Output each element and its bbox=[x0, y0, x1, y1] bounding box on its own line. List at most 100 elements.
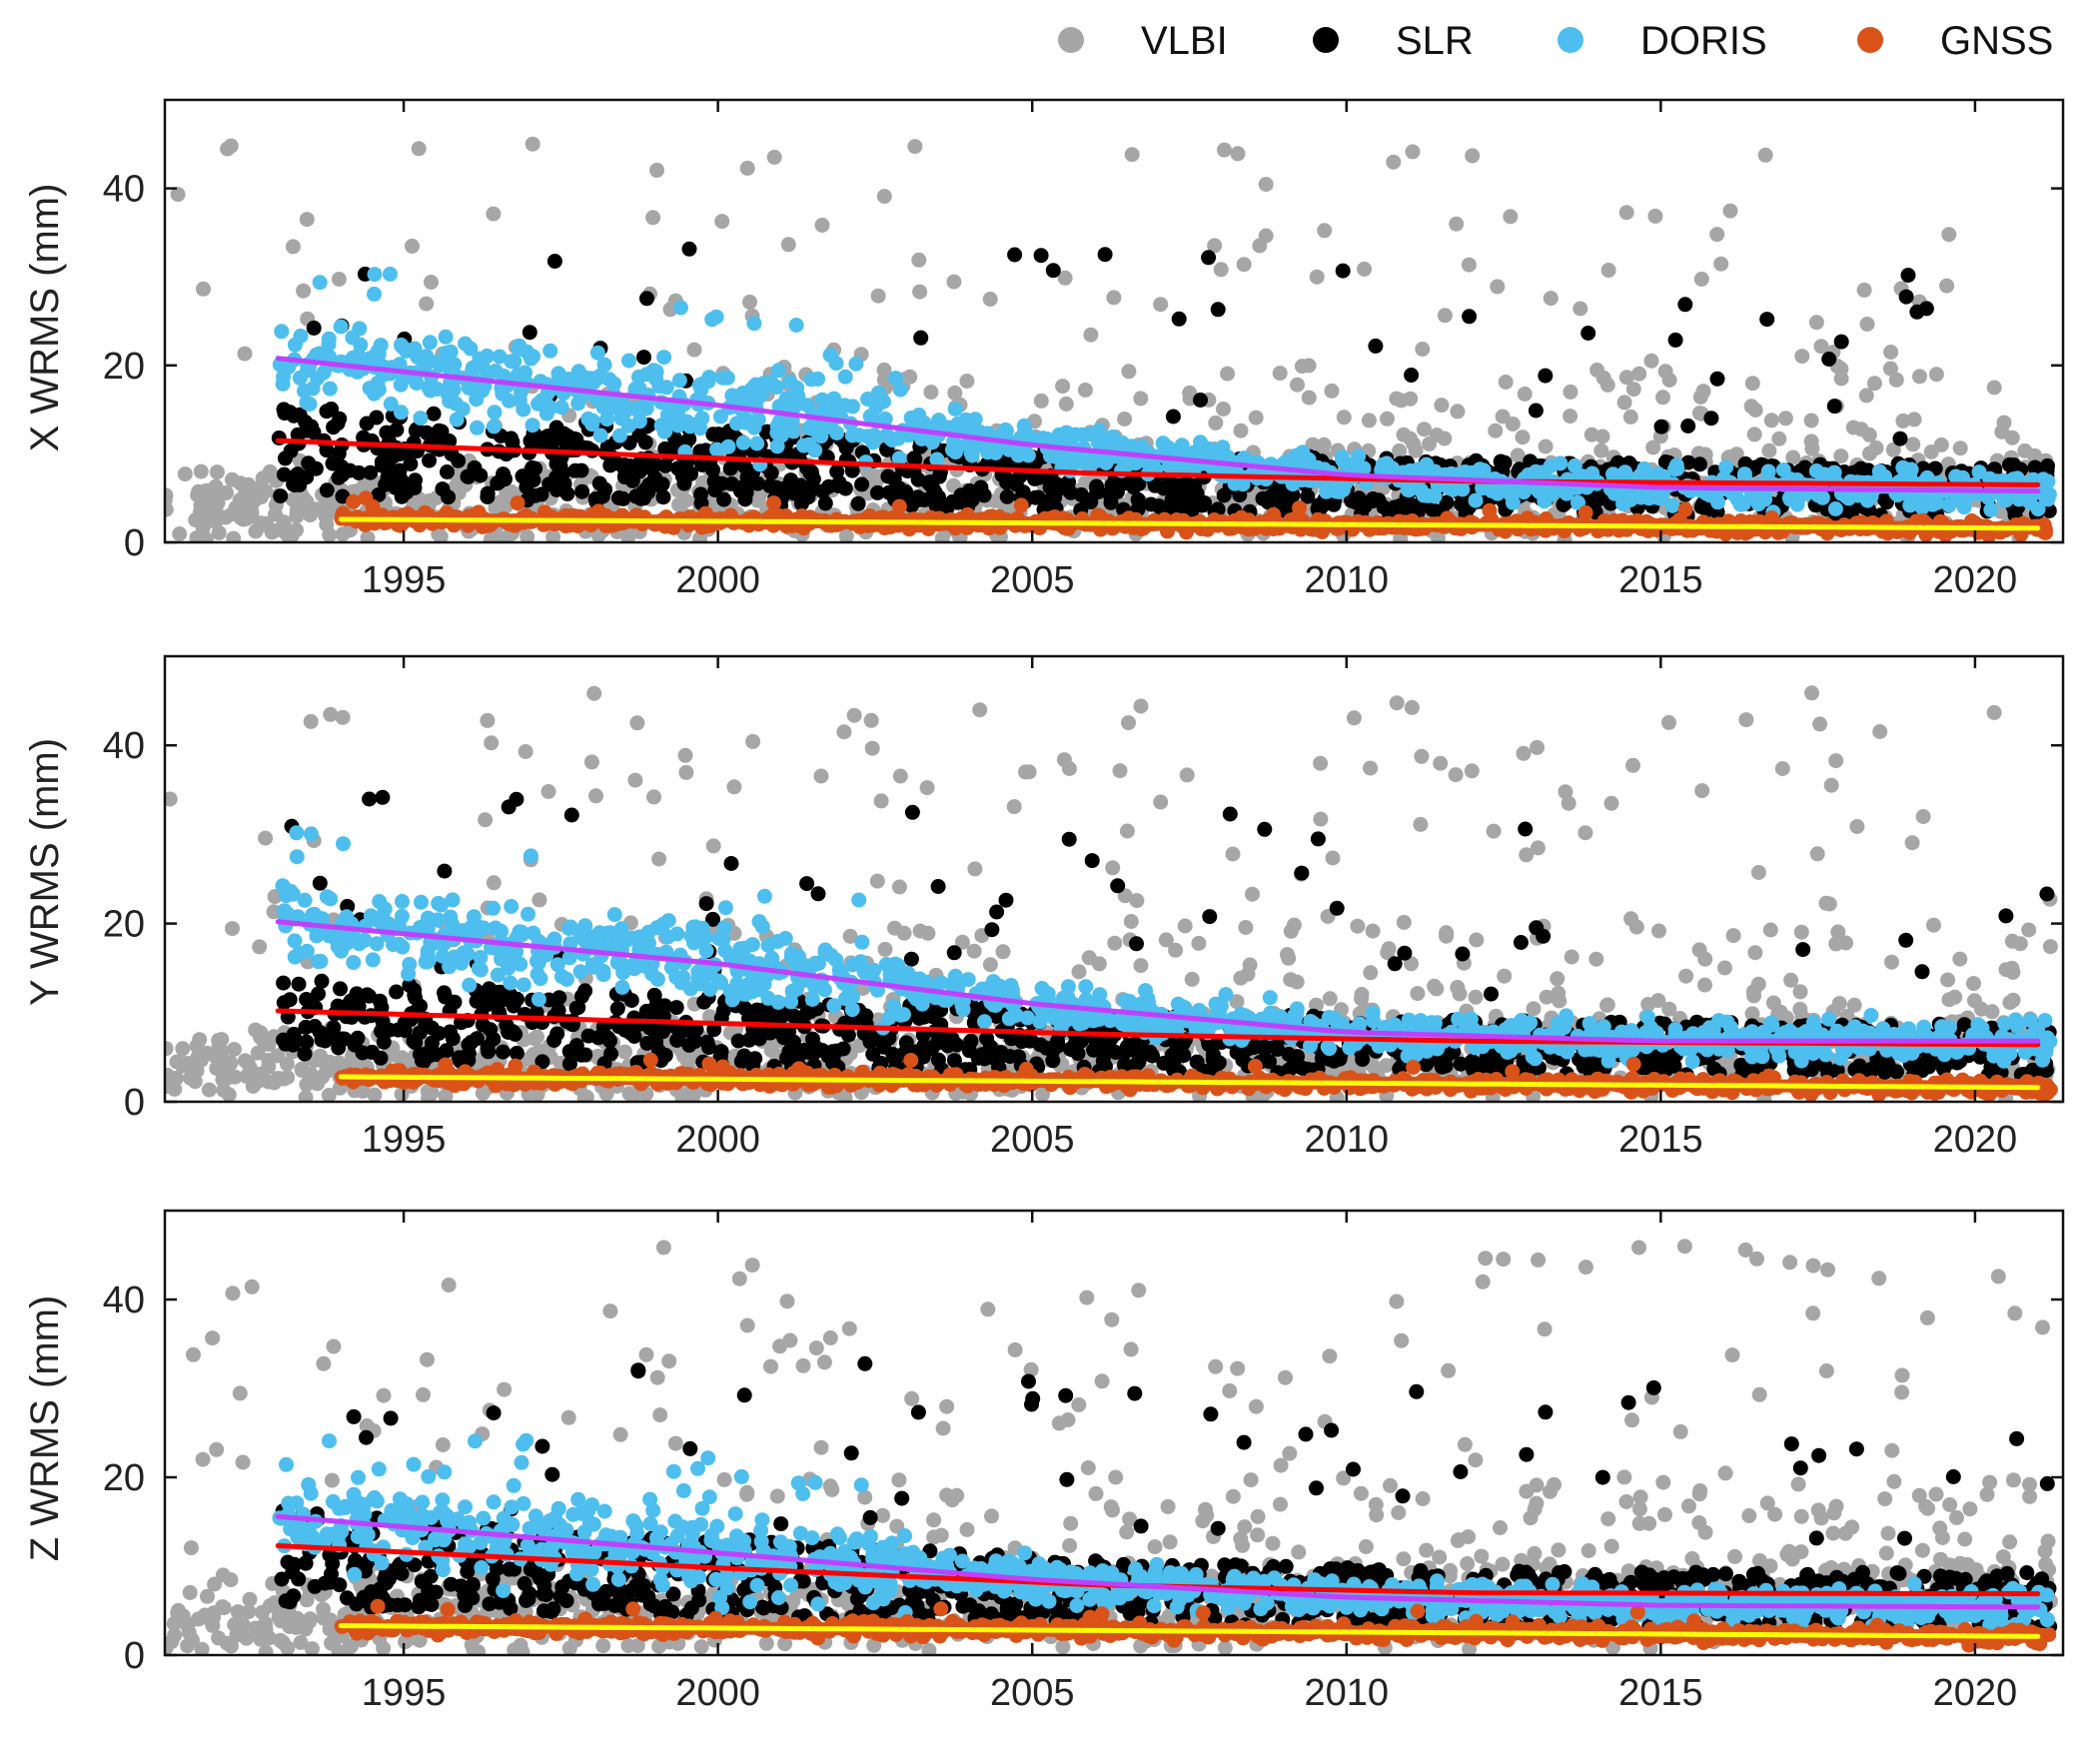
point-vlbi bbox=[1325, 850, 1341, 866]
point-slr bbox=[676, 475, 692, 491]
point-doris bbox=[472, 351, 488, 367]
point-doris bbox=[1750, 496, 1766, 512]
point-slr bbox=[681, 241, 697, 257]
point-slr bbox=[1033, 248, 1049, 264]
point-slr bbox=[435, 481, 451, 497]
point-vlbi bbox=[911, 252, 927, 268]
point-vlbi bbox=[864, 740, 880, 756]
point-vlbi bbox=[1941, 227, 1957, 243]
point-vlbi bbox=[726, 779, 742, 795]
point-vlbi bbox=[331, 1055, 347, 1071]
point-slr bbox=[1826, 399, 1842, 415]
point-vlbi bbox=[411, 141, 427, 157]
point-doris bbox=[553, 400, 569, 416]
point-slr bbox=[379, 425, 395, 440]
point-vlbi bbox=[296, 283, 312, 299]
point-gnss bbox=[346, 493, 362, 509]
point-vlbi bbox=[1845, 420, 1861, 436]
point-slr bbox=[678, 458, 694, 474]
point-slr bbox=[615, 490, 631, 506]
point-vlbi bbox=[1177, 918, 1193, 934]
point-slr bbox=[705, 462, 720, 477]
point-vlbi bbox=[1392, 442, 1408, 458]
point-vlbi bbox=[1986, 704, 2002, 720]
point-vlbi bbox=[224, 471, 240, 487]
point-gnss bbox=[1292, 500, 1308, 516]
point-vlbi bbox=[1709, 227, 1725, 243]
point-vlbi bbox=[1465, 148, 1481, 164]
point-doris bbox=[367, 267, 383, 283]
point-slr bbox=[546, 254, 562, 269]
point-slr bbox=[299, 423, 315, 438]
point-vlbi bbox=[268, 506, 283, 522]
point-doris bbox=[1617, 464, 1633, 480]
point-vlbi bbox=[2004, 933, 2020, 949]
point-vlbi bbox=[1600, 263, 1616, 278]
point-doris bbox=[667, 406, 682, 422]
point-slr bbox=[1439, 494, 1455, 510]
point-vlbi bbox=[226, 530, 242, 542]
point-doris bbox=[737, 415, 753, 431]
point-vlbi bbox=[1858, 388, 1874, 404]
point-doris bbox=[621, 353, 636, 369]
point-vlbi bbox=[1217, 142, 1232, 158]
point-doris bbox=[1427, 488, 1443, 504]
point-doris bbox=[770, 363, 786, 379]
point-vlbi bbox=[705, 838, 721, 854]
point-doris bbox=[512, 338, 527, 354]
point-slr bbox=[523, 433, 538, 448]
point-vlbi bbox=[419, 296, 435, 312]
point-vlbi bbox=[1469, 932, 1485, 948]
point-vlbi bbox=[1153, 794, 1169, 810]
point-doris bbox=[410, 350, 426, 365]
point-vlbi bbox=[1363, 760, 1379, 776]
legend-label-vlbi: VLBI bbox=[1141, 19, 1228, 63]
point-vlbi bbox=[1792, 984, 1808, 1000]
point-slr bbox=[793, 495, 809, 511]
point-vlbi bbox=[165, 791, 178, 807]
point-doris bbox=[309, 347, 325, 363]
point-gnss bbox=[1013, 497, 1029, 513]
point-slr bbox=[369, 410, 385, 426]
point-doris bbox=[631, 369, 646, 385]
point-doris bbox=[512, 393, 527, 409]
point-doris bbox=[1955, 469, 1971, 485]
point-doris bbox=[525, 349, 540, 365]
legend: VLBI SLR DORIS GNSS bbox=[1058, 19, 2053, 63]
point-vlbi bbox=[1828, 753, 1844, 769]
point-vlbi bbox=[233, 509, 249, 525]
point-vlbi bbox=[1123, 914, 1139, 929]
point-vlbi bbox=[1033, 393, 1049, 409]
point-slr bbox=[594, 488, 610, 504]
point-doris bbox=[492, 349, 508, 365]
point-doris bbox=[1919, 469, 1935, 485]
point-vlbi bbox=[1077, 383, 1093, 398]
point-slr bbox=[1210, 302, 1226, 318]
point-slr bbox=[1425, 501, 1441, 517]
point-vlbi bbox=[923, 385, 939, 401]
point-vlbi bbox=[1998, 962, 2014, 978]
point-vlbi bbox=[486, 206, 502, 222]
point-vlbi bbox=[1563, 409, 1578, 425]
point-slr bbox=[273, 488, 289, 504]
point-vlbi bbox=[1563, 384, 1578, 400]
point-doris bbox=[383, 396, 399, 412]
point-vlbi bbox=[1821, 896, 1837, 912]
point-vlbi bbox=[1386, 154, 1402, 170]
point-vlbi bbox=[545, 529, 561, 542]
point-vlbi bbox=[531, 892, 547, 908]
point-vlbi bbox=[814, 217, 830, 233]
point-vlbi bbox=[1313, 811, 1329, 827]
point-doris bbox=[274, 324, 290, 340]
y-tick-label: 40 bbox=[103, 169, 145, 211]
point-vlbi bbox=[876, 189, 892, 204]
point-vlbi bbox=[165, 501, 174, 517]
point-vlbi bbox=[518, 744, 533, 759]
point-slr bbox=[557, 434, 573, 449]
point-slr bbox=[707, 482, 723, 498]
point-slr bbox=[567, 462, 583, 478]
point-vlbi bbox=[1081, 950, 1097, 966]
point-doris bbox=[1971, 464, 1987, 480]
point-vlbi bbox=[1225, 846, 1241, 862]
point-vlbi bbox=[1071, 964, 1087, 980]
